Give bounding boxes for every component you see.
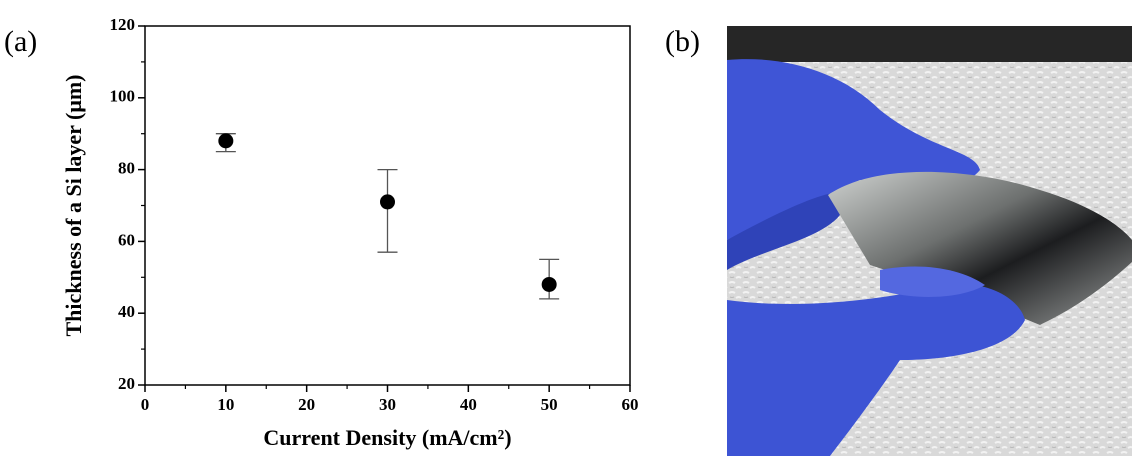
photo <box>727 26 1132 456</box>
x-tick-label: 50 <box>541 395 558 414</box>
x-tick-label: 30 <box>379 395 396 414</box>
panel-label: (a) <box>4 25 37 58</box>
data-point <box>380 194 395 210</box>
y-tick-label: 80 <box>118 159 135 178</box>
data-point <box>218 133 234 149</box>
y-axis-label: Thickness of a Si layer (μm) <box>61 74 86 336</box>
x-tick-label: 20 <box>298 395 315 414</box>
x-axis-label: Current Density (mA/cm²) <box>263 425 511 450</box>
y-tick-label: 20 <box>118 374 135 393</box>
x-tick-label: 60 <box>622 395 639 414</box>
panel-label: (b) <box>665 25 700 58</box>
x-tick-label: 40 <box>460 395 477 414</box>
y-tick-label: 60 <box>118 230 135 249</box>
x-tick-label: 10 <box>217 395 234 414</box>
y-tick-label: 100 <box>110 87 136 106</box>
y-tick-label: 40 <box>118 302 135 321</box>
x-tick-label: 0 <box>141 395 150 414</box>
y-tick-label: 120 <box>110 15 136 34</box>
data-point <box>541 276 557 292</box>
